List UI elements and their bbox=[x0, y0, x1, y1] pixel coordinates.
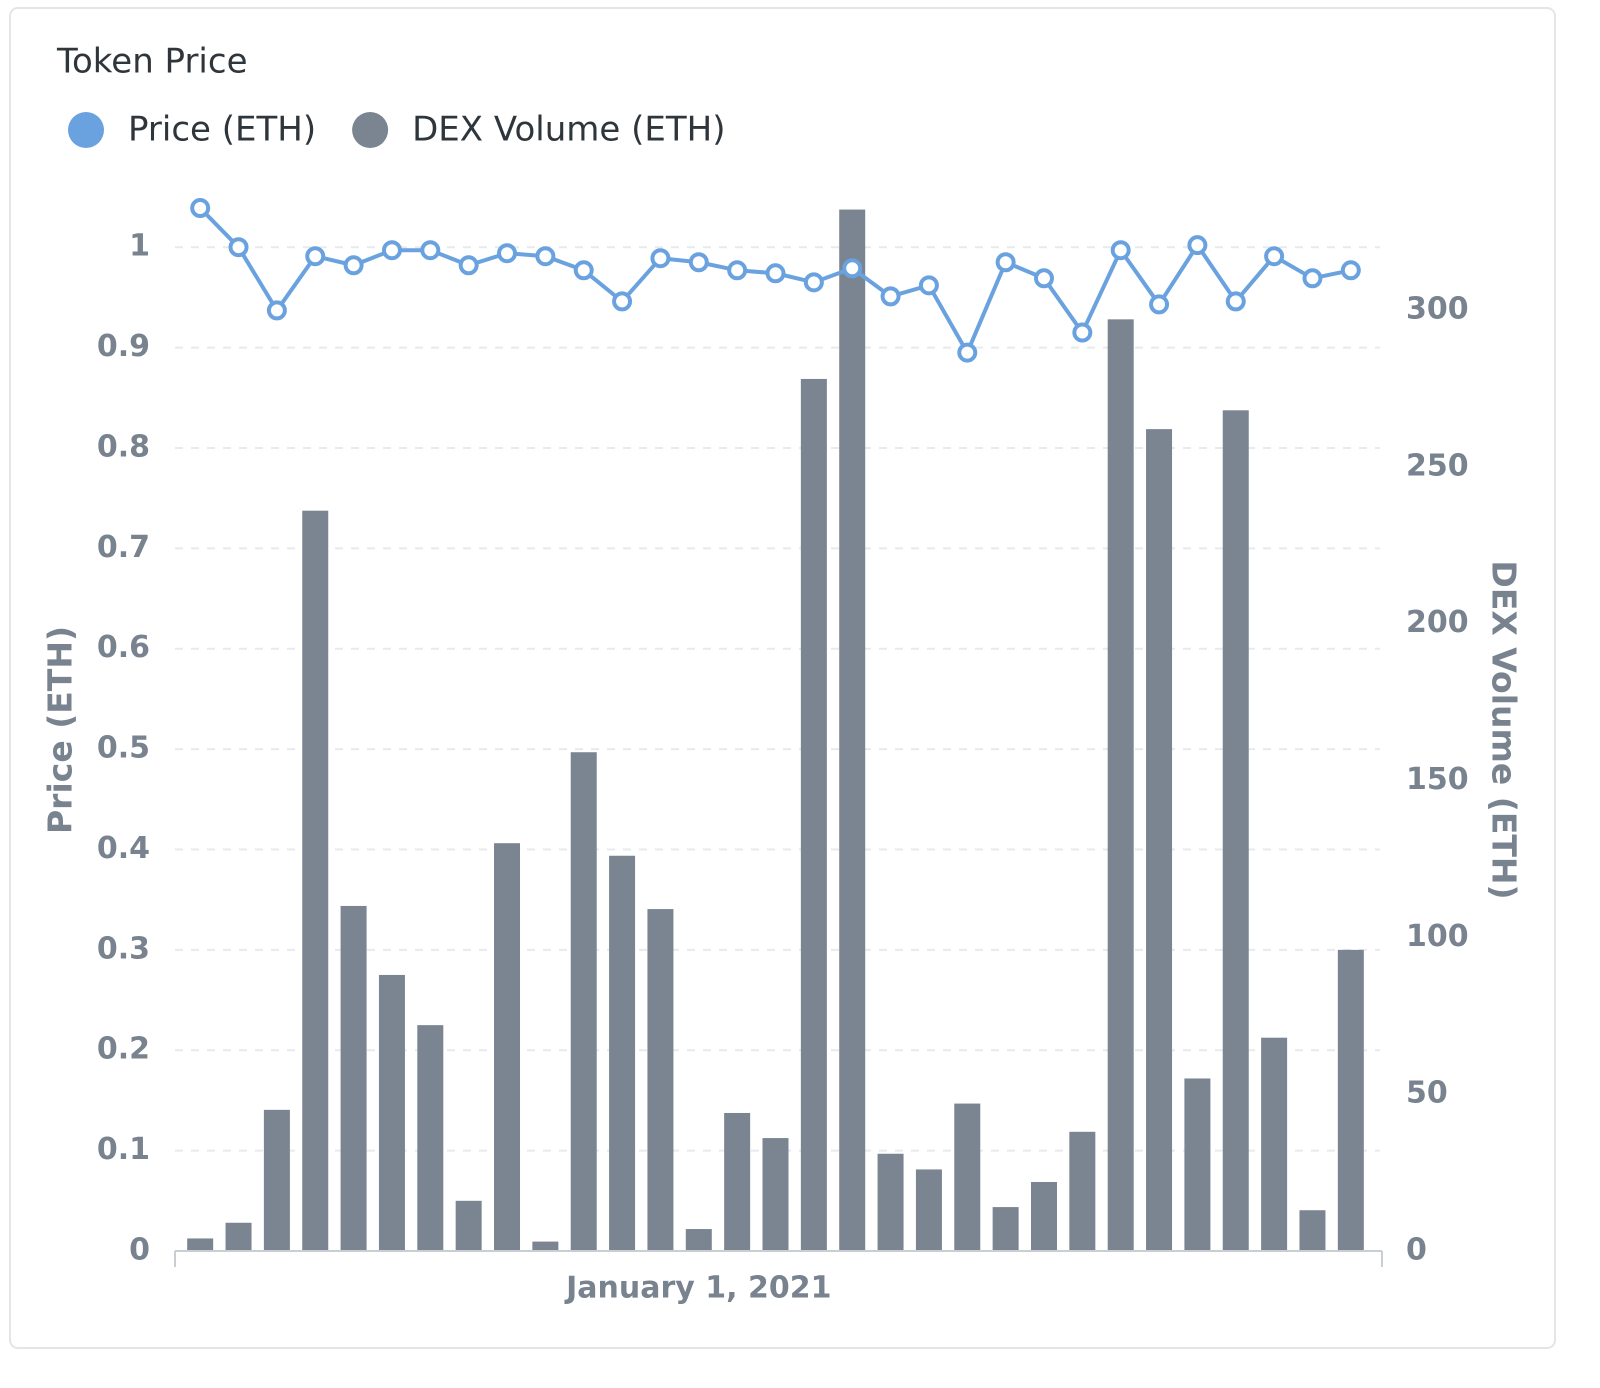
bar bbox=[187, 1238, 214, 1251]
legend-swatch bbox=[68, 112, 104, 148]
bar bbox=[378, 974, 405, 1251]
bar bbox=[609, 855, 636, 1251]
y-tick-label: 0.2 bbox=[97, 1032, 150, 1067]
bar bbox=[1299, 1210, 1326, 1251]
x-tick-label: January 1, 2021 bbox=[564, 1271, 831, 1306]
price-marker bbox=[803, 272, 824, 293]
price-marker bbox=[305, 246, 326, 267]
y-tick-label: 0.1 bbox=[97, 1132, 150, 1167]
price-marker bbox=[1187, 235, 1208, 256]
price-marker bbox=[1110, 240, 1131, 261]
price-marker bbox=[1072, 322, 1093, 343]
price-marker bbox=[765, 263, 786, 284]
price-marker bbox=[1033, 268, 1054, 289]
price-marker bbox=[420, 240, 441, 261]
bar bbox=[494, 843, 521, 1251]
bar bbox=[915, 1169, 942, 1251]
y-tick-label: 0.6 bbox=[97, 630, 150, 665]
y2-tick-label: 250 bbox=[1406, 448, 1469, 483]
bar bbox=[570, 752, 597, 1251]
price-marker bbox=[1225, 291, 1246, 312]
legend-label: Price (ETH) bbox=[128, 110, 316, 150]
bar bbox=[225, 1222, 252, 1251]
bar bbox=[647, 909, 674, 1251]
y2-tick-label: 100 bbox=[1406, 919, 1469, 954]
bar bbox=[762, 1138, 789, 1251]
y-axis-title: Price (ETH) bbox=[41, 626, 80, 834]
bar bbox=[724, 1112, 751, 1251]
legend-swatch bbox=[352, 112, 389, 148]
bar bbox=[302, 510, 329, 1251]
y2-tick-label: 200 bbox=[1406, 605, 1469, 640]
price-marker bbox=[228, 237, 249, 258]
price-marker bbox=[343, 255, 364, 276]
y2-tick-label: 50 bbox=[1406, 1076, 1448, 1111]
y-tick-label: 1 bbox=[129, 229, 150, 264]
price-marker bbox=[650, 248, 671, 269]
price-marker bbox=[573, 260, 594, 281]
y-tick-label: 0 bbox=[129, 1233, 150, 1268]
y-tick-label: 0.7 bbox=[97, 530, 150, 565]
y2-tick-label: 150 bbox=[1406, 762, 1469, 797]
y-tick-label: 0.9 bbox=[97, 329, 150, 364]
price-marker bbox=[1264, 246, 1285, 267]
bar bbox=[992, 1207, 1019, 1251]
y2-tick-label: 300 bbox=[1406, 291, 1469, 326]
y-tick-label: 0.3 bbox=[97, 931, 150, 966]
price-marker bbox=[880, 286, 901, 307]
chart-title: Token Price bbox=[56, 42, 248, 82]
price-marker bbox=[190, 198, 211, 219]
bar bbox=[954, 1103, 981, 1251]
bar bbox=[800, 378, 827, 1251]
bar bbox=[417, 1025, 444, 1251]
bar bbox=[1146, 429, 1173, 1251]
bar bbox=[685, 1229, 712, 1251]
y2-tick-label: 0 bbox=[1406, 1233, 1427, 1268]
price-marker bbox=[381, 240, 402, 261]
price-marker bbox=[918, 275, 939, 296]
price-marker bbox=[1149, 294, 1170, 315]
price-marker bbox=[612, 291, 633, 312]
bar bbox=[1184, 1078, 1211, 1251]
bar bbox=[1261, 1037, 1288, 1251]
price-marker bbox=[842, 258, 863, 279]
bar bbox=[1107, 319, 1134, 1251]
bar bbox=[877, 1153, 904, 1251]
price-marker bbox=[497, 243, 518, 264]
bar bbox=[1337, 949, 1364, 1251]
price-marker bbox=[1340, 260, 1361, 281]
bar bbox=[839, 209, 866, 1252]
y-tick-label: 0.8 bbox=[97, 429, 150, 464]
price-marker bbox=[957, 342, 978, 363]
price-marker bbox=[995, 252, 1016, 273]
price-marker bbox=[1302, 268, 1323, 289]
bar bbox=[1030, 1181, 1057, 1251]
bar bbox=[340, 905, 367, 1251]
y-tick-label: 0.4 bbox=[97, 831, 150, 866]
bar bbox=[532, 1241, 559, 1251]
bar bbox=[1222, 410, 1249, 1251]
bar bbox=[263, 1109, 290, 1251]
bar bbox=[455, 1200, 482, 1251]
bar bbox=[1069, 1131, 1096, 1251]
price-marker bbox=[458, 255, 479, 276]
price-marker bbox=[535, 246, 556, 267]
y-tick-label: 0.5 bbox=[97, 731, 150, 766]
legend-label: DEX Volume (ETH) bbox=[412, 110, 725, 150]
y2-axis-title: DEX Volume (ETH) bbox=[1485, 560, 1524, 899]
price-marker bbox=[727, 260, 748, 281]
price-marker bbox=[266, 300, 287, 321]
price-marker bbox=[688, 252, 709, 273]
